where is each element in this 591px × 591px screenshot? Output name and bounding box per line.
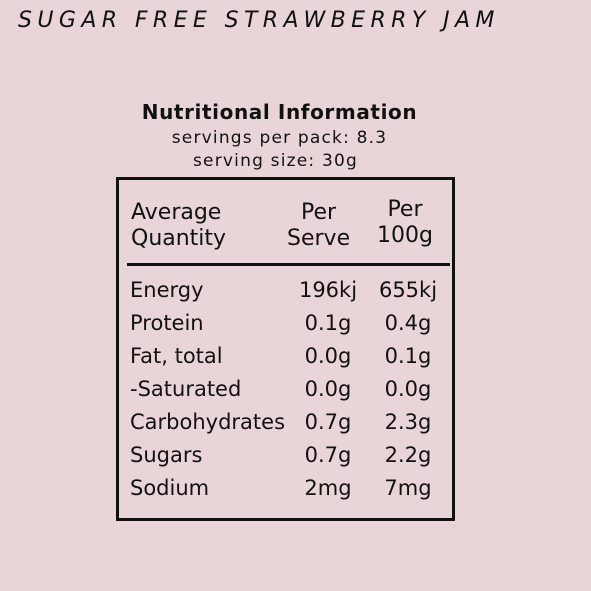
- header-divider: [127, 263, 450, 266]
- per-serve-value: 0.0g: [304, 377, 352, 401]
- table-row-sugars: Sugars 0.7g 2.2g: [119, 439, 452, 472]
- column-header-line: Quantity: [131, 226, 227, 251]
- column-header-line: Average: [131, 200, 222, 225]
- per-100g-value: 0.0g: [384, 377, 432, 401]
- table-row-saturated: -Saturated 0.0g 0.0g: [119, 373, 452, 406]
- per-100g-value: 0.4g: [384, 311, 432, 335]
- per-100g-value: 7mg: [384, 476, 432, 500]
- product-title: SUGAR FREE STRAWBERRY JAM: [18, 8, 500, 33]
- per-serve-value: 196kj: [298, 278, 358, 302]
- per-serve-value: 0.7g: [304, 410, 352, 434]
- row-label: Sodium: [130, 476, 210, 500]
- column-header-line: Per: [301, 200, 337, 225]
- column-header-line: Serve: [287, 226, 351, 251]
- per-serve-value: 0.1g: [304, 311, 352, 335]
- nutrition-panel-title: Nutritional Information: [141, 100, 418, 124]
- column-header-per-serve: Per Serve: [287, 200, 350, 252]
- per-serve-value: 0.7g: [304, 443, 352, 467]
- column-header-line: 100g: [377, 223, 433, 248]
- per-100g-value: 2.2g: [384, 443, 432, 467]
- column-header-average-quantity: Average Quantity: [131, 200, 226, 252]
- servings-per-pack: servings per pack: 8.3: [171, 128, 388, 148]
- serving-size: serving size: 30g: [193, 151, 358, 171]
- row-label: -Saturated: [130, 377, 242, 401]
- per-100g-value: 655kj: [378, 278, 438, 302]
- table-row-carbohydrates: Carbohydrates 0.7g 2.3g: [119, 406, 452, 439]
- per-100g-value: 2.3g: [384, 410, 432, 434]
- column-header-per-100g: Per 100g: [377, 197, 433, 249]
- row-label: Sugars: [130, 443, 203, 467]
- row-label: Energy: [130, 278, 204, 302]
- nutrition-table: Average Quantity Per Serve Per 100g Ener…: [116, 177, 455, 521]
- table-row-protein: Protein 0.1g 0.4g: [119, 307, 452, 340]
- row-label: Carbohydrates: [130, 410, 286, 434]
- table-row-fat-total: Fat, total 0.0g 0.1g: [119, 340, 452, 373]
- table-body: Energy 196kj 655kj Protein 0.1g 0.4g Fat…: [119, 274, 452, 505]
- row-label: Protein: [130, 311, 204, 335]
- table-row-energy: Energy 196kj 655kj: [119, 274, 452, 307]
- column-header-line: Per: [387, 197, 423, 222]
- per-serve-value: 2mg: [304, 476, 352, 500]
- per-serve-value: 0.0g: [304, 344, 352, 368]
- table-row-sodium: Sodium 2mg 7mg: [119, 472, 452, 505]
- row-label: Fat, total: [130, 344, 223, 368]
- per-100g-value: 0.1g: [384, 344, 432, 368]
